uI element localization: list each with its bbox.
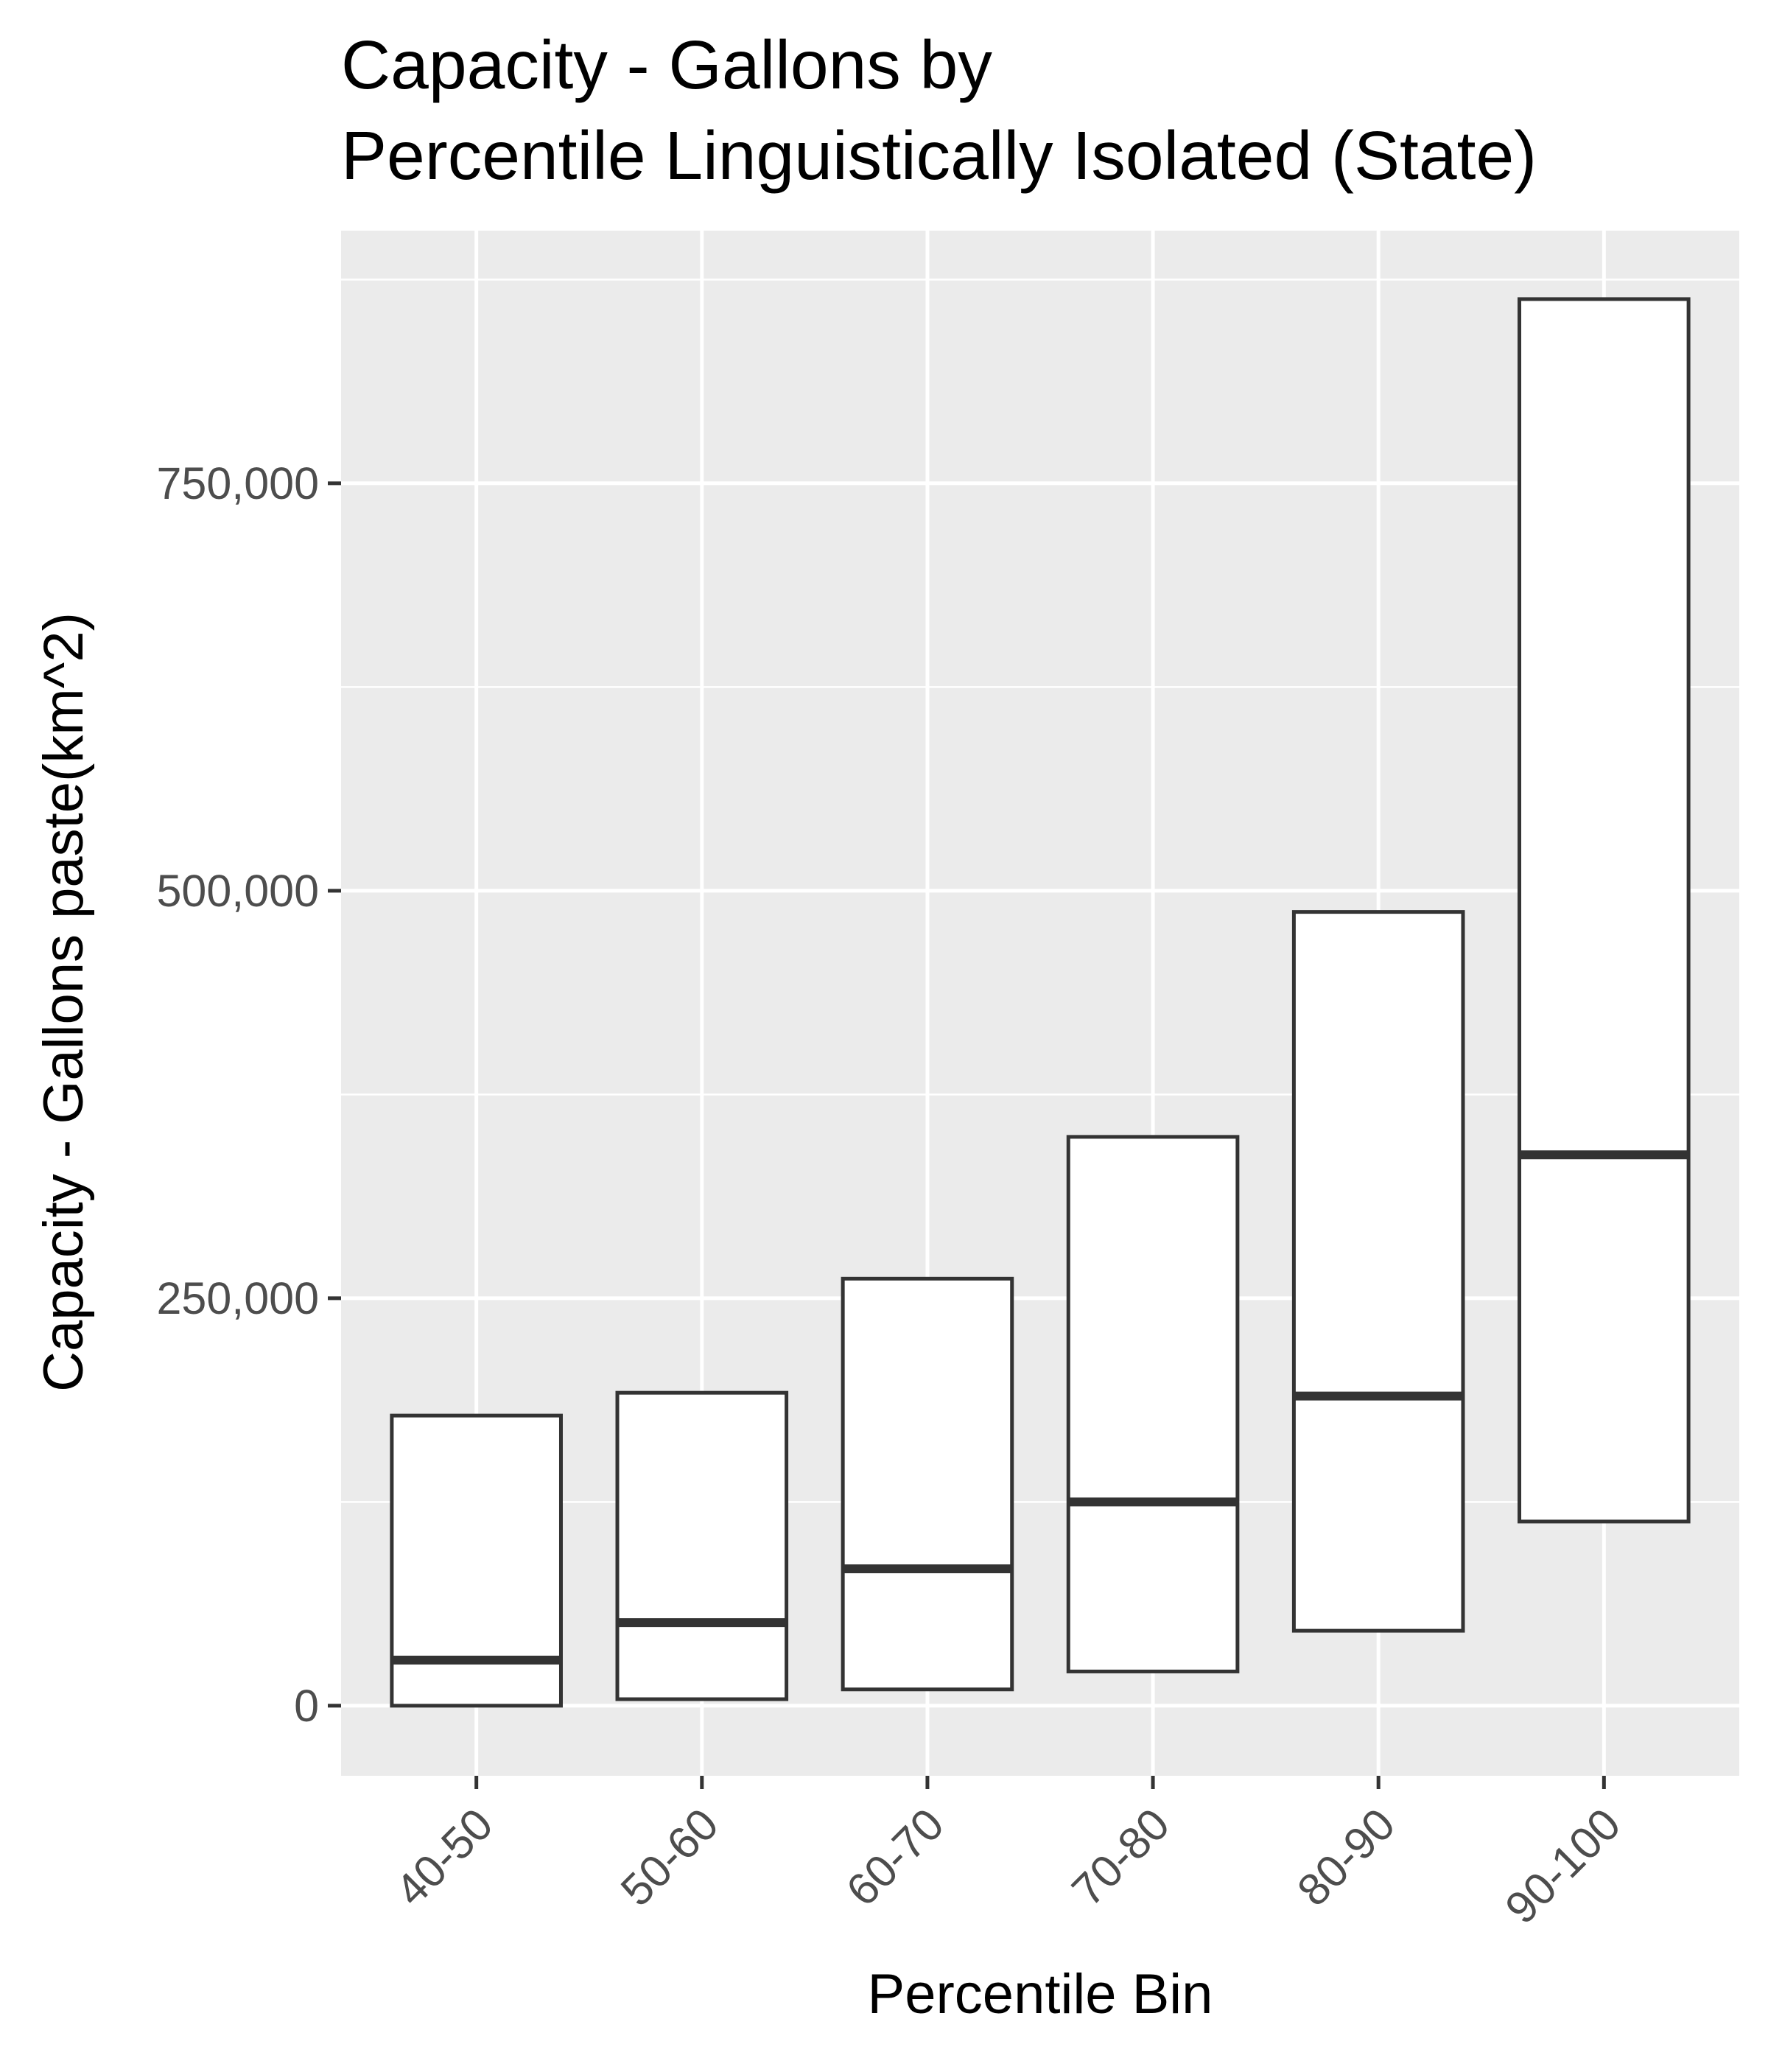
x-axis-title: Percentile Bin: [868, 1963, 1213, 2026]
y-tick-label: 250,000: [157, 1273, 320, 1323]
x-axis: 40-50 50-60 60-70 70-80 80-90 90-100: [385, 1776, 1630, 1933]
chart-title-line-2: Percentile Linguistically Isolated (Stat…: [341, 117, 1537, 194]
box-40-50: [390, 1413, 563, 1708]
box-iqr: [841, 1276, 1014, 1692]
x-tick-label: 80-90: [1288, 1799, 1404, 1915]
y-tick-label: 0: [294, 1681, 319, 1731]
chart-title-line-1: Capacity - Gallons by: [341, 27, 992, 103]
box-90-100: [1518, 297, 1691, 1524]
x-tick-label: 70-80: [1062, 1799, 1179, 1915]
box-70-80: [1066, 1135, 1240, 1673]
x-tick-label: 40-50: [385, 1799, 502, 1915]
x-tick-label: 60-70: [837, 1799, 953, 1915]
y-tick-label: 500,000: [157, 866, 320, 916]
x-tick-label: 90-100: [1495, 1799, 1630, 1933]
y-tick-label: 750,000: [157, 458, 320, 508]
box-iqr: [1518, 297, 1691, 1524]
boxes: [390, 297, 1691, 1708]
box-iqr: [1291, 910, 1465, 1633]
plot-panel: [341, 231, 1739, 1776]
y-axis-title: Capacity - Gallons paste(km^2): [32, 612, 95, 1392]
box-50-60: [615, 1390, 789, 1701]
box-iqr: [1066, 1135, 1240, 1673]
x-tick-label: 50-60: [611, 1799, 728, 1915]
box-80-90: [1291, 910, 1465, 1633]
box-60-70: [841, 1276, 1014, 1692]
y-axis: 0 250,000 500,000 750,000: [157, 458, 341, 1731]
box-iqr: [615, 1390, 789, 1701]
